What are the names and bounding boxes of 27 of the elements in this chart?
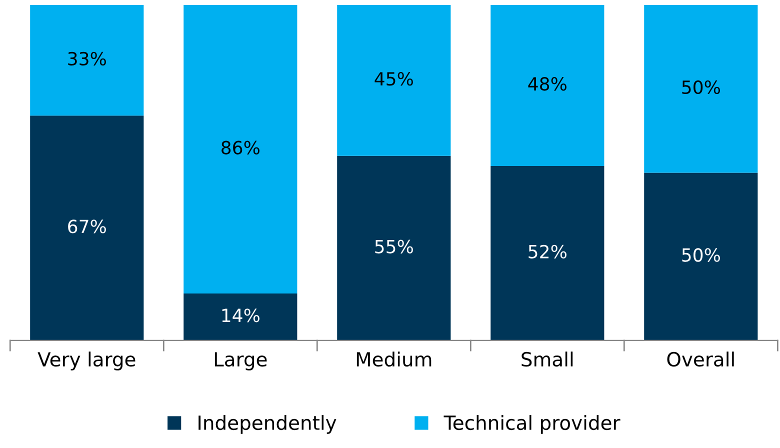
data-label: 14%: [222, 308, 260, 322]
bar: [337, 156, 451, 340]
bar: [644, 172, 758, 340]
data-label: 48%: [528, 77, 566, 91]
x-tick-label: Overall: [667, 352, 734, 367]
data-label: 86%: [222, 140, 260, 154]
data-label: 67%: [68, 220, 106, 234]
legend-label: Technical provider: [444, 415, 620, 434]
bar: [337, 4, 451, 156]
x-tick-label: Very large: [38, 352, 136, 370]
data-label: 33%: [68, 52, 106, 66]
data-label: 55%: [375, 240, 413, 254]
x-tick-label: Small: [522, 352, 573, 367]
bar: [644, 4, 758, 173]
bar: [490, 4, 604, 166]
bar: [30, 4, 144, 116]
bar: [184, 294, 298, 340]
data-label: 50%: [682, 248, 720, 262]
x-tick-label: Large: [214, 352, 267, 370]
data-label: 50%: [682, 80, 720, 94]
bar: [30, 116, 144, 340]
data-label: 52%: [528, 244, 566, 258]
legend-label: Independently: [198, 415, 336, 434]
bar: [184, 4, 298, 294]
data-label: 45%: [374, 72, 413, 86]
x-tick-label: Medium: [356, 352, 432, 367]
bar: [490, 166, 604, 340]
